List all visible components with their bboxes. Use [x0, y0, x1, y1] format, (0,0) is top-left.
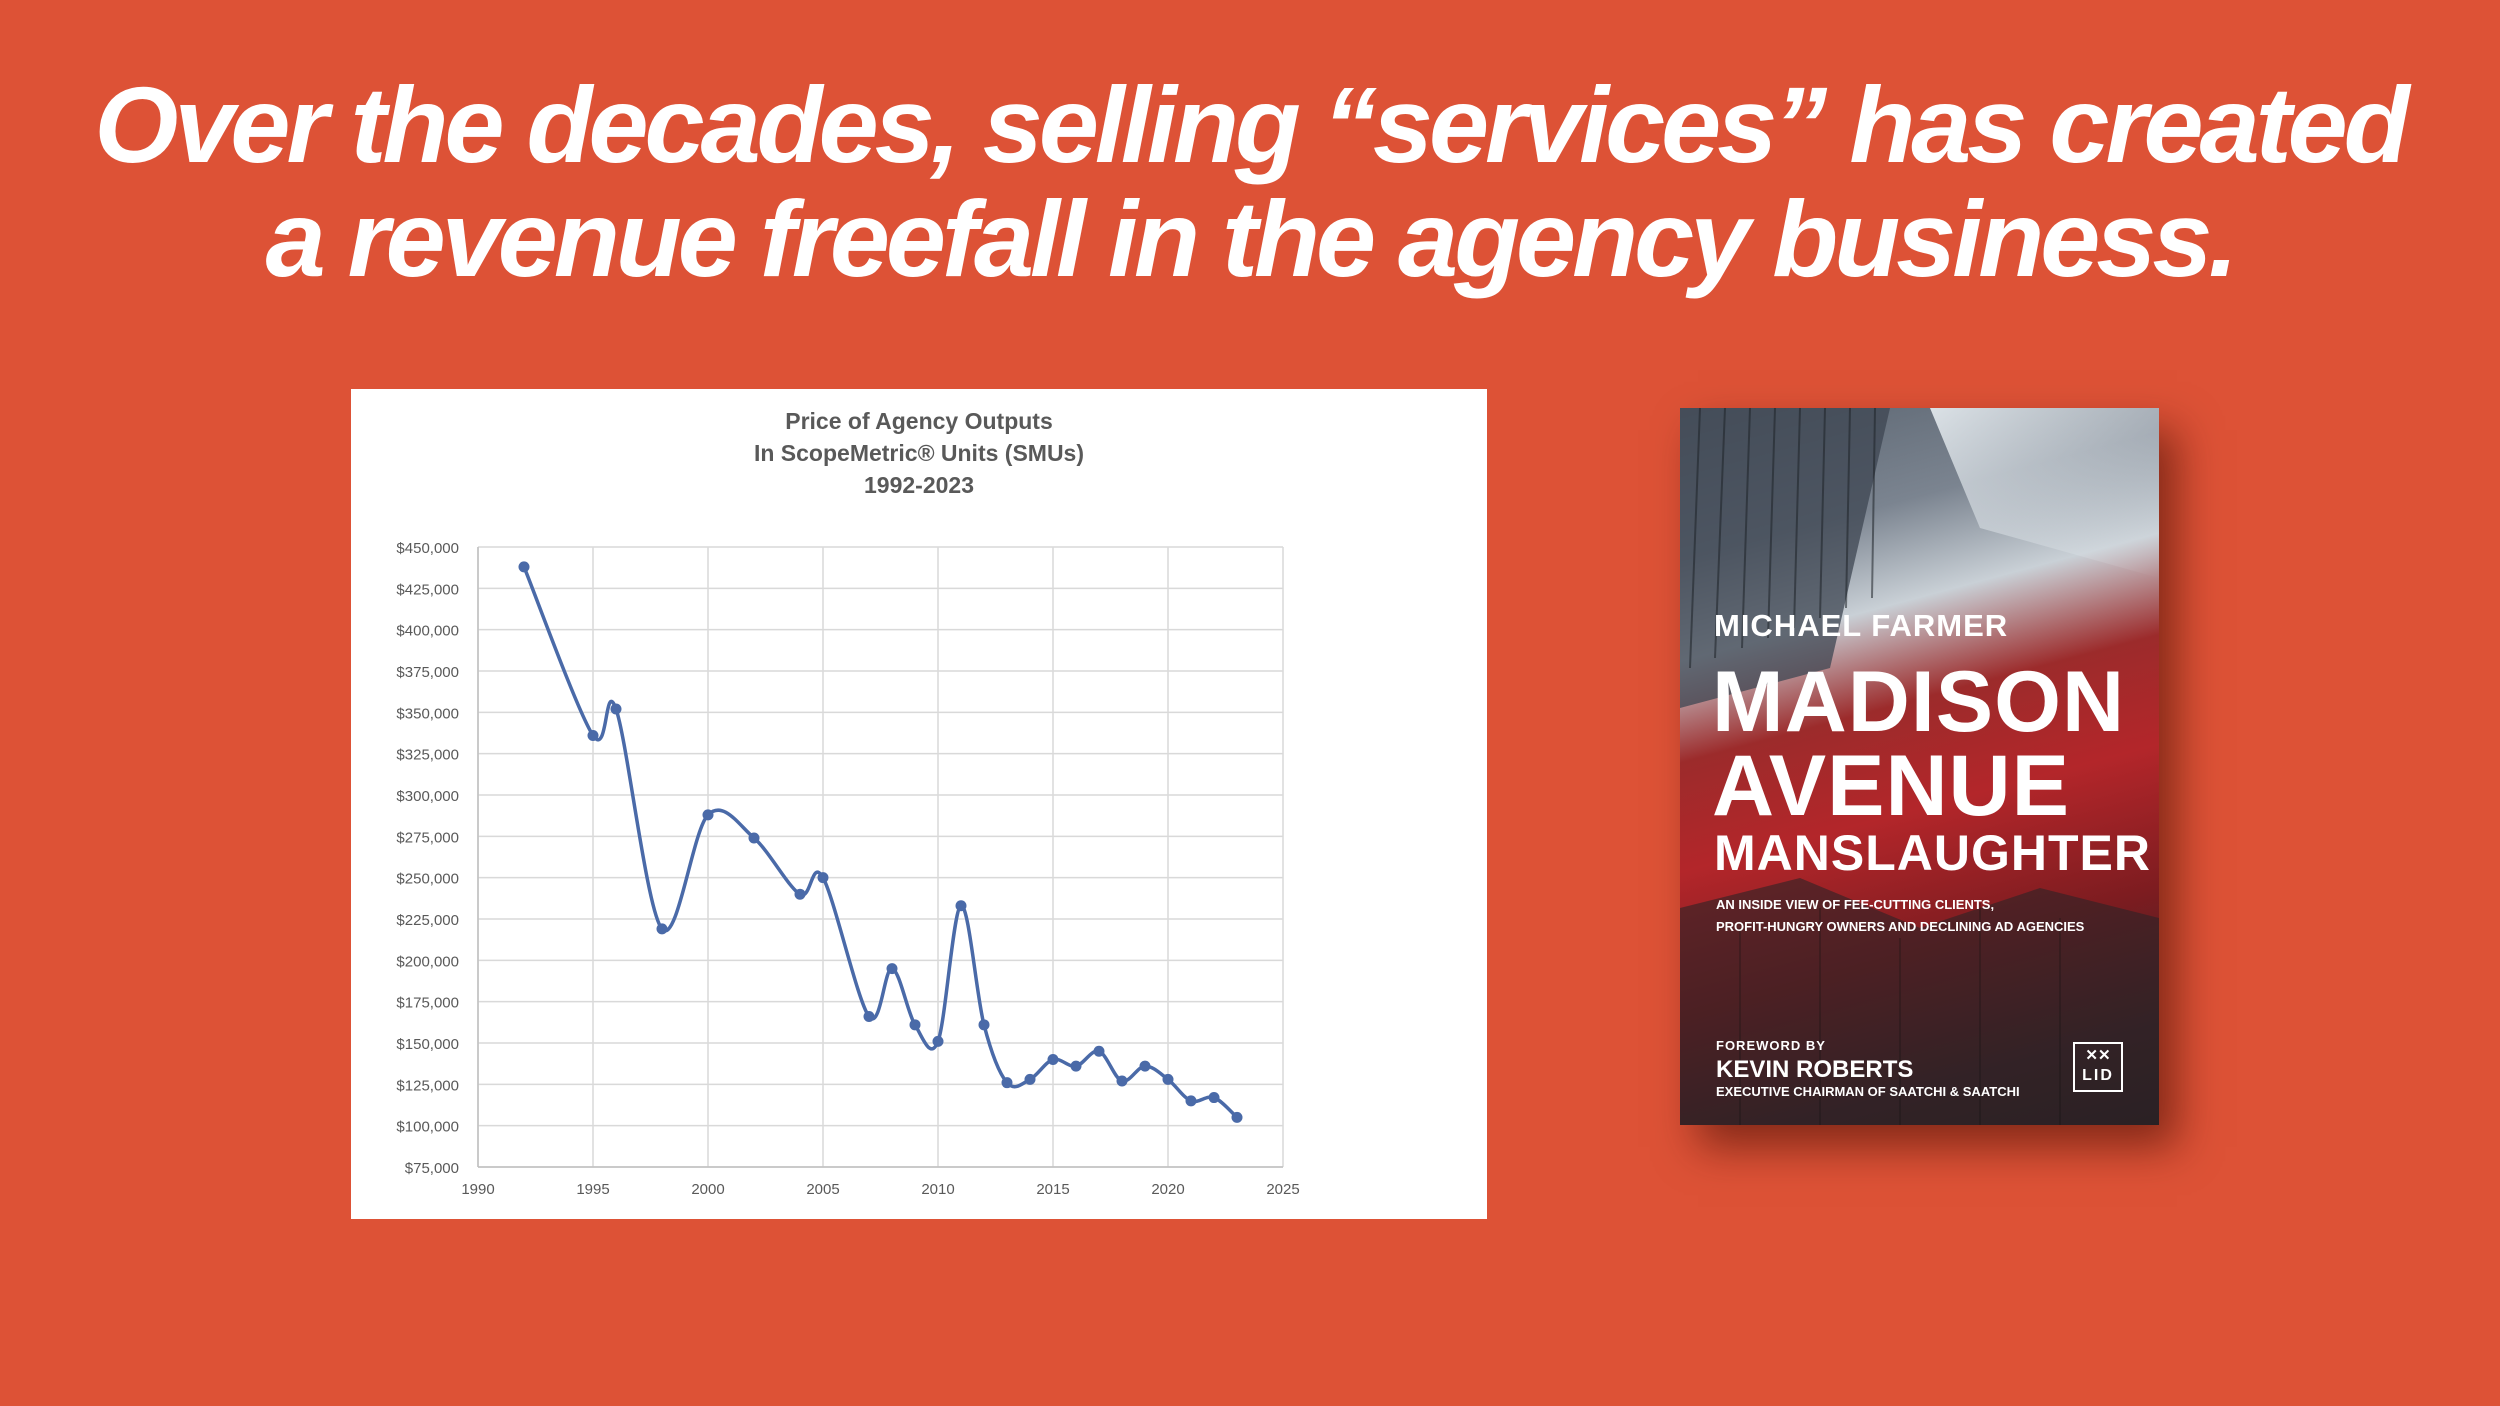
headline-line-1: Over the decades, selling “services” has… — [94, 64, 2409, 185]
book-cover-art — [1680, 408, 2159, 1125]
chart-title-line-1: Price of Agency Outputs — [785, 408, 1053, 434]
publisher-logo-icon: ✕✕ LID — [2073, 1042, 2123, 1092]
y-tick-label: $275,000 — [396, 829, 459, 846]
y-tick-label: $350,000 — [396, 705, 459, 722]
y-tick-label: $375,000 — [396, 664, 459, 681]
data-point — [955, 900, 967, 912]
data-point — [1024, 1073, 1036, 1085]
chart-title-line-2: In ScopeMetric® Units (SMUs) — [753, 440, 1085, 466]
data-point — [817, 872, 829, 884]
headline: Over the decades, selling “services” has… — [0, 68, 2500, 296]
data-point — [1047, 1054, 1059, 1066]
data-point — [1162, 1073, 1174, 1085]
x-tick-label: 2010 — [921, 1181, 954, 1198]
series-line — [522, 566, 1239, 1119]
y-tick-label: $100,000 — [396, 1119, 459, 1136]
x-tick-label: 1990 — [461, 1181, 494, 1198]
y-tick-label: $225,000 — [396, 912, 459, 929]
data-point — [1231, 1111, 1243, 1123]
y-tick-label: $300,000 — [396, 788, 459, 805]
book-foreword-label: FOREWORD BY — [1716, 1038, 1826, 1053]
data-point — [1093, 1045, 1105, 1057]
y-tick-label: $175,000 — [396, 995, 459, 1012]
data-point — [1001, 1077, 1013, 1089]
y-tick-label: $250,000 — [396, 871, 459, 888]
data-point — [518, 561, 530, 573]
y-tick-label: $400,000 — [396, 623, 459, 640]
chart-title-line-3: 1992-2023 — [864, 472, 974, 498]
data-point — [1139, 1060, 1151, 1072]
book-subtitle: AN INSIDE VIEW OF FEE-CUTTING CLIENTS, P… — [1716, 894, 2084, 938]
data-point — [978, 1019, 990, 1031]
data-point — [656, 923, 668, 935]
data-point — [748, 832, 760, 844]
x-tick-label: 2020 — [1151, 1181, 1184, 1198]
y-tick-label: $125,000 — [396, 1077, 459, 1094]
data-point — [587, 729, 599, 741]
x-tick-label: 2015 — [1036, 1181, 1069, 1198]
headline-line-2: a revenue freefall in the agency busines… — [265, 178, 2239, 299]
data-point — [886, 963, 898, 975]
book-foreword-title: EXECUTIVE CHAIRMAN OF SAATCHI & SAATCHI — [1716, 1084, 2020, 1099]
book-title-line-3: MANSLAUGHTER — [1714, 825, 2151, 881]
data-point — [1116, 1075, 1128, 1087]
book-cover: MICHAEL FARMER MADISON AVENUE MANSLAUGHT… — [1680, 408, 2159, 1125]
chart-panel: Price of Agency Outputs In ScopeMetric® … — [351, 389, 1487, 1219]
data-point — [1185, 1095, 1197, 1107]
y-tick-label: $425,000 — [396, 581, 459, 598]
data-point — [610, 703, 622, 715]
y-tick-label: $150,000 — [396, 1036, 459, 1053]
x-tick-label: 2025 — [1266, 1181, 1299, 1198]
data-point — [702, 809, 714, 821]
book-subtitle-line-2: PROFIT-HUNGRY OWNERS AND DECLINING AD AG… — [1716, 919, 2085, 934]
book-author: MICHAEL FARMER — [1714, 608, 2009, 643]
y-tick-label: $325,000 — [396, 747, 459, 764]
line-chart: $75,000 $100,000 $125,000 $150,000 $175,000 $… — [396, 540, 1299, 1198]
y-tick-label: $450,000 — [396, 540, 459, 557]
x-tick-label: 2000 — [691, 1181, 724, 1198]
data-point — [863, 1011, 875, 1023]
data-point — [1070, 1060, 1082, 1072]
y-tick-label: $75,000 — [405, 1160, 459, 1177]
data-point — [932, 1035, 944, 1047]
data-point — [1208, 1092, 1220, 1104]
book-foreword-name: KEVIN ROBERTS — [1716, 1056, 1914, 1083]
data-point — [794, 888, 806, 900]
book-title-line-2: AVENUE — [1712, 738, 2071, 834]
book-subtitle-line-1: AN INSIDE VIEW OF FEE-CUTTING CLIENTS, — [1716, 897, 1995, 912]
publisher-logo-mark: ✕✕ — [2085, 1047, 2111, 1064]
x-tick-label: 2005 — [806, 1181, 839, 1198]
y-tick-label: $200,000 — [396, 953, 459, 970]
x-tick-label: 1995 — [576, 1181, 609, 1198]
chart-title: Price of Agency Outputs In ScopeMetric® … — [351, 405, 1487, 501]
book-title-line-1: MADISON — [1712, 654, 2126, 750]
publisher-logo-label: LID — [2082, 1067, 2114, 1084]
data-point — [909, 1019, 921, 1031]
